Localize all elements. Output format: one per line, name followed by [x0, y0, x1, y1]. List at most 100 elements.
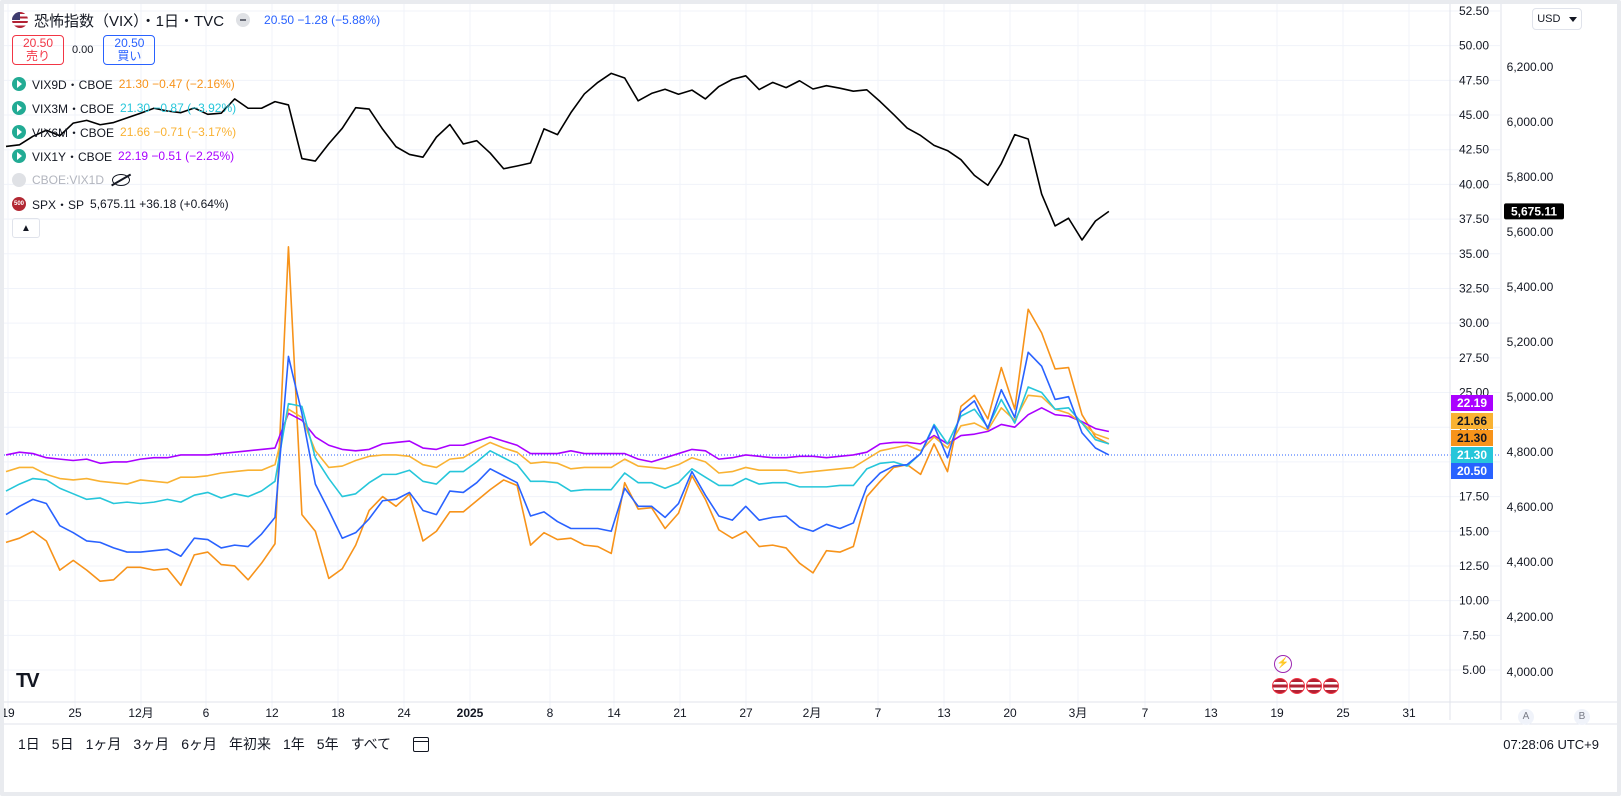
tradingview-logo[interactable]: TV [16, 670, 40, 692]
spx-tick-label: 5,200.00 [1507, 335, 1554, 349]
series-line-vix6m [5, 394, 1110, 485]
spx-tick-label: 5,000.00 [1507, 390, 1554, 404]
x-tick-label: 20 [1003, 706, 1017, 720]
timeframe-ytd[interactable]: 年初来 [228, 736, 271, 752]
legend-value: 5,675.11 [90, 197, 136, 211]
play-icon[interactable] [12, 77, 26, 91]
auto-scale-button[interactable]: A [1518, 709, 1534, 725]
play-icon[interactable] [12, 125, 26, 139]
spx-tick-label: 5,400.00 [1507, 280, 1554, 294]
main-title-row: 恐怖指数（VIX）・1日・TVC 20.50 −1.28 (−5.88%) [12, 10, 380, 30]
legend-symbol: VIX3M・CBOE [32, 101, 115, 116]
currency-label: USD [1537, 13, 1561, 25]
spx-badge-icon: 500 [12, 197, 26, 211]
collapse-legend-button[interactable]: ▲ [12, 218, 40, 238]
spx-tick-label: 5,800.00 [1507, 170, 1554, 184]
timeframe-1m[interactable]: 1ヶ月 [85, 736, 122, 752]
timeframe-5y[interactable]: 5年 [316, 736, 339, 752]
buy-button[interactable]: 20.50 買い [103, 35, 156, 65]
legend-value: 21.66 [120, 125, 151, 139]
play-icon[interactable] [12, 101, 26, 115]
spx-tick-label: 4,800.00 [1507, 445, 1554, 459]
price-badge [1451, 447, 1493, 463]
chevron-down-icon [1568, 16, 1577, 22]
right-tick-label: 10.00 [1459, 594, 1489, 608]
right-tick-label: 47.50 [1459, 73, 1489, 87]
series-line-vix1y [5, 406, 1110, 465]
right-tick-label: 12.50 [1459, 559, 1489, 573]
price-badge [1451, 463, 1493, 479]
x-tick-label: 19 [1270, 706, 1284, 720]
right-tick-label: 30.00 [1459, 316, 1489, 330]
timeframe-5d[interactable]: 5日 [51, 736, 74, 752]
legend-value: 21.30 [118, 77, 149, 91]
hidden-series-icon[interactable] [12, 173, 26, 187]
x-tick-label: 12月 [128, 706, 153, 720]
sell-label: 売り [25, 49, 50, 63]
price-badge-label: 20.50 [1457, 464, 1487, 478]
us-event-flag-icon[interactable] [1306, 678, 1322, 694]
timeframe-6m[interactable]: 6ヶ月 [181, 736, 217, 752]
eye-crossed-icon[interactable] [112, 174, 131, 186]
economic-events [1272, 678, 1340, 694]
us-event-flag-icon[interactable] [1289, 678, 1305, 694]
legend-symbol-hidden: CBOE:VIX1D [32, 173, 105, 187]
trade-row: 20.50 売り 0.00 20.50 買い [12, 34, 380, 66]
legend-row-vix3m[interactable]: VIX3M・CBOE 21.30 −0.87 (−3.92%) [12, 98, 380, 118]
spread-value: 0.00 [72, 44, 94, 56]
us-event-flag-icon[interactable] [1272, 678, 1288, 694]
log-scale-button[interactable]: B [1574, 709, 1590, 725]
legend-row-vix6m[interactable]: VIX6M・CBOE 21.66 −0.71 (−3.17%) [12, 122, 380, 142]
legend-row-vix1y[interactable]: VIX1Y・CBOE 22.19 −0.51 (−2.25%) [12, 146, 380, 166]
spx-last-badge [1504, 203, 1564, 220]
currency-select[interactable]: USD [1532, 8, 1582, 30]
right-tick-label: 5.00 [1462, 663, 1486, 677]
chart-title[interactable]: 恐怖指数（VIX）・1日・TVC [34, 12, 225, 30]
price-badge-label: 21.30 [1457, 448, 1487, 462]
x-tick-label: 7 [875, 706, 882, 720]
legend-row-vix1d-hidden[interactable]: CBOE:VIX1D [12, 170, 380, 190]
x-tick-label: 2月 [803, 706, 822, 720]
legend-row-vix9d[interactable]: VIX9D・CBOE 21.30 −0.47 (−2.16%) [12, 74, 380, 94]
x-tick-label: 31 [1402, 706, 1416, 720]
right-tick-label: 37.50 [1459, 212, 1489, 226]
spx-tick-label: 4,200.00 [1507, 610, 1554, 624]
series-line-spx [5, 72, 1110, 241]
x-tick-label: 27 [739, 706, 753, 720]
right-tick-label: 40.00 [1459, 177, 1489, 191]
timeframe-3m[interactable]: 3ヶ月 [133, 736, 170, 752]
timeframe-1d[interactable]: 1日 [18, 736, 40, 752]
us-flag-icon [12, 12, 28, 28]
x-tick-label: 13 [1204, 706, 1218, 720]
spx-tick-label: 4,000.00 [1507, 665, 1554, 679]
chart-series [5, 72, 1110, 587]
legend-symbol: SPX・SP [32, 197, 85, 212]
us-event-flag-icon[interactable] [1323, 678, 1339, 694]
sell-price: 20.50 [22, 36, 54, 50]
x-tick-label: 8 [547, 706, 554, 720]
timeframe-1y[interactable]: 1年 [282, 736, 305, 752]
x-tick-label: 19 [1, 706, 15, 720]
timeframe-all[interactable]: すべて [350, 736, 392, 752]
price-badge [1451, 430, 1493, 446]
spx-tick-label: 4,600.00 [1507, 500, 1554, 514]
play-icon[interactable] [12, 149, 26, 163]
flash-event-icon[interactable]: ⚡ [1274, 655, 1292, 673]
x-tick-label: 2025 [457, 706, 484, 720]
right-tick-label: 45.00 [1459, 108, 1489, 122]
calendar-icon[interactable] [413, 736, 430, 752]
x-tick-label: 13 [937, 706, 951, 720]
minimize-icon[interactable] [236, 13, 251, 27]
spx-last-badge-label: 5,675.11 [1511, 204, 1557, 218]
clock[interactable]: 07:28:06 UTC+9 [1503, 737, 1599, 752]
price-badge-label: 21.66 [1457, 414, 1487, 428]
buy-label: 買い [117, 49, 142, 63]
legend-change: −0.51 (−2.25%) [151, 149, 235, 163]
right-tick-label: 50.00 [1459, 39, 1489, 53]
price-badges: 22.19 21.66 21.30 21.30 20.50 [1451, 395, 1493, 479]
legend-change: −0.71 (−3.17%) [153, 125, 237, 139]
sell-button[interactable]: 20.50 売り [12, 35, 64, 65]
legend-change: −0.47 (−2.16%) [152, 77, 235, 91]
legend-row-spx[interactable]: 500 SPX・SP 5,675.11 +36.18 (+0.64%) [12, 194, 380, 214]
